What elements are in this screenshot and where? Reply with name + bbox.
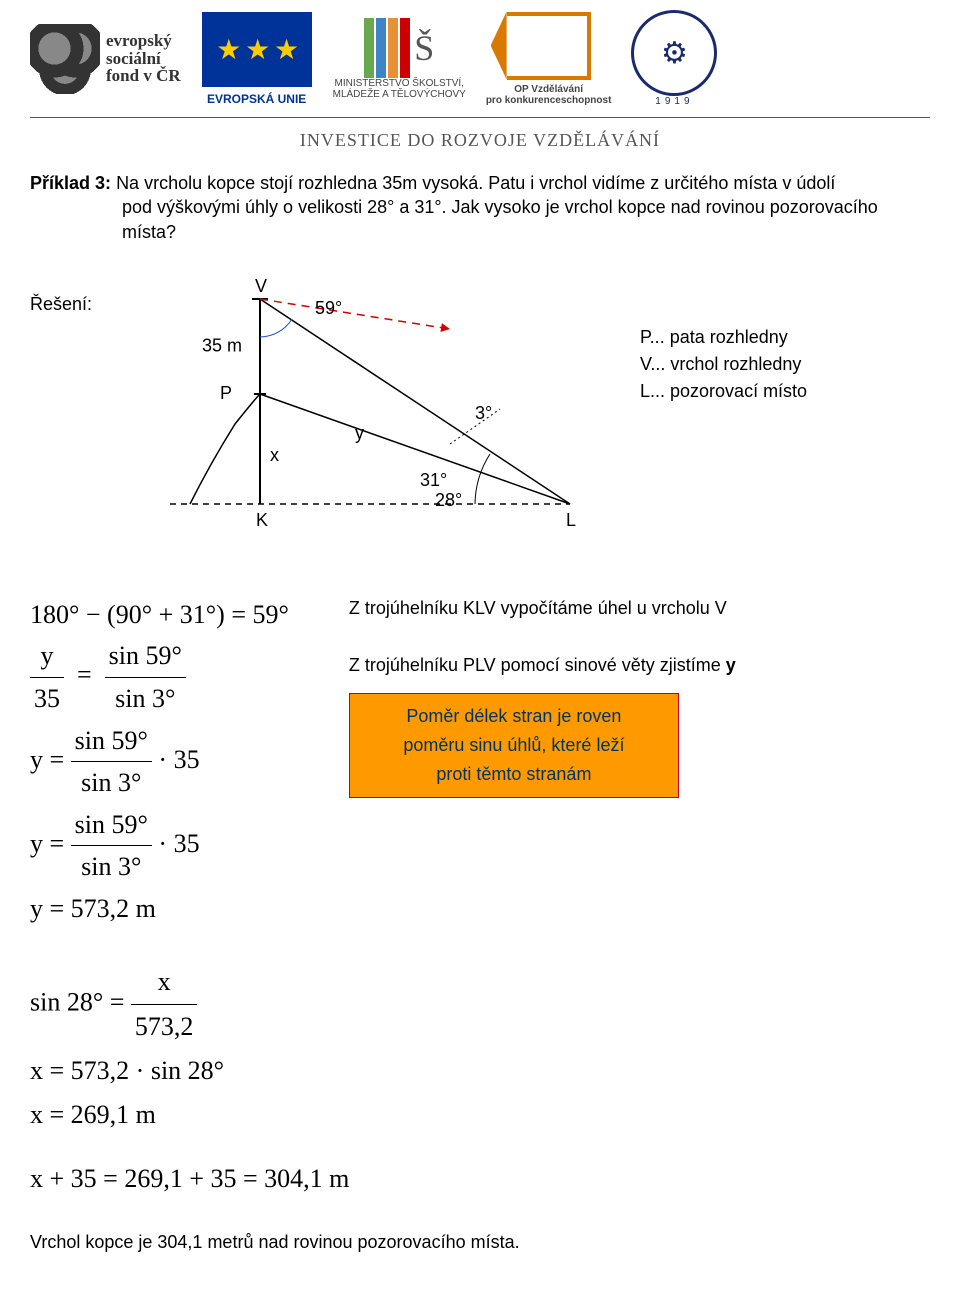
problem-line3: místa? <box>30 220 930 244</box>
eq1-line4-prefix: y = <box>30 829 64 858</box>
op-icon <box>507 12 591 80</box>
eq1-line4-den: sin 3° <box>71 846 152 888</box>
eq2-line1-den: 573,2 <box>131 1005 198 1049</box>
problem-line2: pod výškovými úhly o velikosti 28° a 31°… <box>30 195 930 219</box>
eq1-line4-num: sin 59° <box>71 804 152 847</box>
legend-L: L... pozorovací místo <box>640 378 807 405</box>
svg-text:L: L <box>566 510 576 530</box>
investice-tagline: INVESTICE DO ROZVOJE VZDĚLÁVÁNÍ <box>30 118 930 171</box>
hint-l2: poměru sinu úhlů, které leží <box>364 731 664 760</box>
eq1-line3-suffix: · 35 <box>158 745 199 774</box>
eu-logo: ★ ★ ★ EVROPSKÁ UNIE <box>201 11 313 106</box>
geometry-diagram: K L P V 35 m x y 59° 31°28° 3° <box>160 274 600 534</box>
eq1-frac1-right-den: sin 3° <box>105 678 186 720</box>
esf-text-3: fond v ČR <box>106 67 181 85</box>
eq1-frac1-left-num: y <box>30 635 64 678</box>
sine-rule-hint: Poměr délek stran je roven poměru sinu ú… <box>349 693 679 797</box>
explain-line1: Z trojúhelníku KLV vypočítáme úhel u vrc… <box>349 594 736 623</box>
svg-text:59°: 59° <box>315 298 342 318</box>
esf-text-2: sociální <box>106 50 181 68</box>
equations-block-1: 180° − (90° + 31°) = 59° y 35 = sin 59° … <box>30 594 289 930</box>
svg-text:y: y <box>355 423 364 443</box>
eq1-frac1-left-den: 35 <box>30 678 64 720</box>
svg-text:28°: 28° <box>435 490 462 510</box>
op-logo: OP Vzdělávání pro konkurenceschopnost <box>486 12 612 106</box>
eq2-line1-prefix: sin 28° = <box>30 987 124 1016</box>
legend-V: V... vrchol rozhledny <box>640 351 807 378</box>
hint-l1: Poměr délek stran je roven <box>364 702 664 731</box>
explanation-block: Z trojúhelníku KLV vypočítáme úhel u vrc… <box>349 594 736 798</box>
eq1-line3-den: sin 3° <box>71 762 152 804</box>
eq1-frac1-right-num: sin 59° <box>105 635 186 678</box>
esf-icon <box>30 24 100 94</box>
eu-flag-icon: ★ ★ ★ <box>201 11 313 88</box>
eq1-line1: 180° − (90° + 31°) = 59° <box>30 594 289 636</box>
msmt-line2: MLÁDEŽE A TĚLOVÝCHOVY <box>333 89 466 100</box>
explain-line2: Z trojúhelníku PLV pomocí sinové věty zj… <box>349 655 736 675</box>
svg-text:31°: 31° <box>420 470 447 490</box>
header-logos: evropský sociální fond v ČR ★ ★ ★ EVROPS… <box>30 0 930 118</box>
equations-block-2: sin 28° = x 573,2 x = 573,2 · sin 28° x … <box>30 960 930 1202</box>
svg-text:35 m: 35 m <box>202 335 242 355</box>
eq2-line1-num: x <box>131 960 198 1005</box>
eq2-line2: x = 573,2 · sin 28° <box>30 1049 930 1093</box>
eq1-line5: y = 573,2 m <box>30 888 289 930</box>
eq1-line4-suffix: · 35 <box>158 829 199 858</box>
hint-l3: proti těmto stranám <box>364 760 664 789</box>
eq2-line3: x = 269,1 m <box>30 1093 930 1137</box>
eu-label: EVROPSKÁ UNIE <box>207 92 306 106</box>
problem-line1: Na vrcholu kopce stojí rozhledna 35m vys… <box>116 173 835 193</box>
problem-label: Příklad 3: <box>30 173 111 193</box>
final-answer: Vrchol kopce je 304,1 metrů nad rovinou … <box>30 1232 930 1253</box>
svg-text:V: V <box>255 276 267 296</box>
eq2-line4: x + 35 = 269,1 + 35 = 304,1 m <box>30 1157 930 1201</box>
eq1-line3-num: sin 59° <box>71 720 152 763</box>
legend-P: P... pata rozhledny <box>640 324 807 351</box>
msmt-line1: MINISTERSTVO ŠKOLSTVÍ, <box>334 78 463 89</box>
solution-label: Řešení: <box>30 274 120 315</box>
gear-logo: ⚙ 1919 <box>631 10 717 107</box>
problem-statement: Příklad 3: Na vrcholu kopce stojí rozhle… <box>30 171 930 244</box>
gear-year: 1919 <box>655 96 693 107</box>
msmt-bars-icon <box>364 18 410 78</box>
svg-text:P: P <box>220 383 232 403</box>
svg-text:K: K <box>256 510 268 530</box>
svg-text:3°: 3° <box>475 403 492 423</box>
esf-logo: evropský sociální fond v ČR <box>30 24 181 94</box>
esf-text-1: evropský <box>106 32 181 50</box>
op-line2: pro konkurenceschopnost <box>486 95 612 106</box>
eq1-line3-prefix: y = <box>30 745 64 774</box>
msmt-logo: Š MINISTERSTVO ŠKOLSTVÍ, MLÁDEŽE A TĚLOV… <box>333 18 466 100</box>
gear-icon: ⚙ <box>631 10 717 96</box>
diagram-legend: P... pata rozhledny V... vrchol rozhledn… <box>640 274 807 405</box>
op-line1: OP Vzdělávání <box>514 84 583 95</box>
svg-text:x: x <box>270 445 279 465</box>
